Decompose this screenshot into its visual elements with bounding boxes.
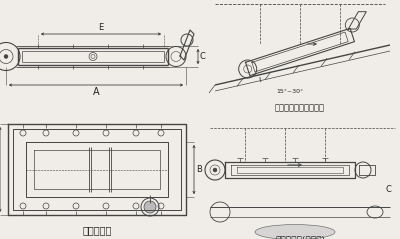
- Text: 外形尺处图: 外形尺处图: [82, 225, 112, 235]
- Text: C: C: [385, 185, 391, 195]
- Circle shape: [4, 54, 8, 59]
- Text: C: C: [200, 52, 206, 61]
- Circle shape: [213, 168, 217, 172]
- Circle shape: [144, 201, 156, 213]
- Text: 15°~30°: 15°~30°: [276, 89, 304, 94]
- Text: B: B: [196, 165, 202, 174]
- Text: 安装示意图（倾斜式）: 安装示意图（倾斜式）: [275, 103, 325, 112]
- Text: A: A: [93, 87, 99, 97]
- Ellipse shape: [255, 224, 335, 239]
- Text: E: E: [98, 23, 104, 32]
- Text: 安装示意图(水平式): 安装示意图(水平式): [275, 235, 325, 239]
